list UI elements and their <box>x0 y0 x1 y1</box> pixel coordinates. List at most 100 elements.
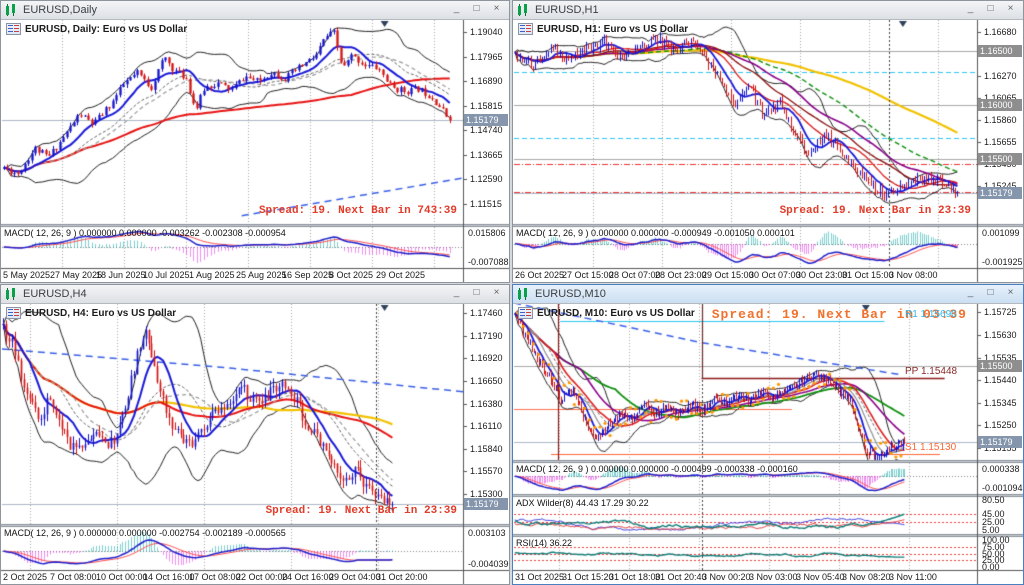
chart-symbol-label: EURUSD, H4: Euro vs US Dollar <box>6 307 176 319</box>
window-buttons: _ □ × <box>962 3 1019 17</box>
indicator-tick-label: 75.00 <box>982 541 1005 552</box>
price-level-box: 1.15500 <box>978 152 1022 165</box>
x-axis-label: 29 Oct 04:00 <box>329 572 381 582</box>
spread-label: Spread: 19. Next Bar in 03:39 <box>711 307 967 322</box>
s1-label: S1 1.15130 <box>905 442 957 454</box>
chart-area[interactable]: EURUSD, H4: Euro vs US Dollar Spread: 19… <box>1 304 509 584</box>
x-axis-label: 22 Oct 00:00 <box>236 572 288 582</box>
indicator-tick-label: 45.00 <box>982 508 1005 519</box>
macd-label: MACD( 12, 26, 9 ) 0.000000 0.000000 -0.0… <box>4 528 286 538</box>
maximize-button[interactable]: □ <box>987 287 994 298</box>
window-buttons: _ □ × <box>448 287 505 301</box>
x-axis-label: 3 Nov 03:00 <box>749 572 798 582</box>
maximize-button[interactable]: □ <box>473 3 480 14</box>
x-axis-label: 31 Oct 15:20 <box>562 572 614 582</box>
x-axis-label: 31 Oct 2025 <box>515 572 565 582</box>
indicator-tick-label: -0.007088 <box>468 257 509 267</box>
price-tick-label: 1.16920 <box>470 353 503 364</box>
chart-symbol-text: EURUSD, H1: Euro vs US Dollar <box>537 23 689 35</box>
current-price-box: 1.15179 <box>978 187 1022 200</box>
indicator-tick-label: -0.001094 <box>982 483 1023 493</box>
x-axis-label: 30 Oct 23:00 <box>796 270 848 280</box>
price-level-box: 1.16000 <box>978 98 1022 111</box>
price-chart-canvas[interactable] <box>1 20 509 282</box>
price-tick-label: 1.15245 <box>984 181 1017 191</box>
price-tick-label: 1.15345 <box>984 397 1017 408</box>
macd-label: MACD( 12, 26, 9 ) 0.000000 0.000000 -0.0… <box>516 464 798 474</box>
current-price-box: 1.15179 <box>464 498 508 511</box>
chart-area[interactable]: EURUSD, Daily: Euro vs US Dollar Spread:… <box>1 20 509 282</box>
chart-area[interactable]: EURUSD, M10: Euro vs US Dollar Spread: 1… <box>513 304 1023 584</box>
x-axis-label: 27 Oct 15:00 <box>562 270 614 280</box>
chart-mini-icon <box>6 23 21 35</box>
x-axis-label: 28 Oct 23:00 <box>655 270 707 280</box>
price-tick-label: 1.16680 <box>984 27 1017 38</box>
chart-window-icon <box>517 4 530 16</box>
price-tick-label: 1.15630 <box>984 330 1017 341</box>
close-button[interactable]: × <box>1007 287 1014 298</box>
x-axis-label: 3 Nov 11:00 <box>889 572 937 582</box>
price-tick-label: 1.14740 <box>470 125 503 136</box>
window-title: EURUSD,H4 <box>23 288 87 300</box>
price-tick-label: 1.15815 <box>470 100 503 111</box>
x-axis-label: 29 Oct 2025 <box>376 270 426 280</box>
close-button[interactable]: × <box>493 3 500 14</box>
x-axis-label: 14 Oct 16:00 <box>143 572 195 582</box>
chart-mini-icon <box>518 23 533 35</box>
price-tick-label: 1.13665 <box>470 149 503 160</box>
chart-symbol-label: EURUSD, H1: Euro vs US Dollar <box>518 23 688 35</box>
chart-mini-icon <box>518 307 533 319</box>
x-axis-label: 16 Sep 2025 <box>282 270 334 280</box>
maximize-button[interactable]: □ <box>987 3 994 14</box>
indicator-tick-label: 0.000338 <box>982 464 1020 474</box>
pp-label: PP 1.15448 <box>905 366 958 378</box>
minimize-button[interactable]: _ <box>967 3 974 14</box>
chart-window-icon <box>5 288 18 300</box>
indicator-tick-label: 0.003103 <box>468 528 506 538</box>
chart-area[interactable]: EURUSD, H1: Euro vs US Dollar Spread: 19… <box>513 20 1023 282</box>
price-chart-canvas[interactable] <box>1 304 509 584</box>
price-tick-label: 1.16890 <box>470 76 503 87</box>
window-title: EURUSD,M10 <box>535 288 606 300</box>
chart-symbol-label: EURUSD, Daily: Euro vs US Dollar <box>6 23 187 35</box>
price-tick-label: 1.15860 <box>984 115 1017 125</box>
indicator-tick-label: 0.001099 <box>982 228 1020 238</box>
x-axis-label: 28 Oct 07:00 <box>609 270 661 280</box>
chart-symbol-text: EURUSD, H4: Euro vs US Dollar <box>25 307 177 319</box>
close-button[interactable]: × <box>1007 3 1014 14</box>
indicator-tick-label: 50.00 <box>982 548 1005 559</box>
price-level-box: 1.16500 <box>978 45 1022 58</box>
x-axis-label: 2 Oct 2025 <box>3 572 48 582</box>
price-tick-label: 1.15570 <box>470 466 503 477</box>
price-tick-label: 1.16065 <box>984 93 1017 103</box>
window-buttons: _ □ × <box>448 3 505 17</box>
minimize-button[interactable]: _ <box>967 287 974 298</box>
chart-window-icon <box>5 4 18 16</box>
price-chart-canvas[interactable] <box>513 304 1023 584</box>
minimize-button[interactable]: _ <box>453 3 460 14</box>
x-axis-label: 24 Oct 16:00 <box>282 572 334 582</box>
x-axis-label: 10 Oct 00:00 <box>96 572 148 582</box>
rsi-label: RSI(14) 36.22 <box>516 538 573 548</box>
window-titlebar[interactable]: EURUSD,H1 _ □ × <box>513 1 1023 20</box>
minimize-button[interactable]: _ <box>453 287 460 298</box>
adx-label: ADX Wilder(8) 44.43 17.29 30.22 <box>516 498 649 508</box>
r1-label: R1 1.15690 <box>905 308 957 320</box>
x-axis-label: 17 Oct 08:00 <box>189 572 241 582</box>
window-titlebar[interactable]: EURUSD,Daily _ □ × <box>1 1 509 20</box>
price-chart-canvas[interactable] <box>513 20 1023 282</box>
x-axis-label: 3 Nov 00:20 <box>702 572 751 582</box>
maximize-button[interactable]: □ <box>473 287 480 298</box>
window-titlebar[interactable]: EURUSD,H4 _ □ × <box>1 285 509 304</box>
x-axis-label: 31 Oct 20:40 <box>655 572 707 582</box>
window-titlebar[interactable]: EURUSD,M10 _ □ × <box>513 285 1023 304</box>
x-axis-label: 5 May 2025 <box>3 270 51 280</box>
price-tick-label: 1.17190 <box>470 330 503 341</box>
x-axis-label: 25 Aug 2025 <box>236 270 287 280</box>
chart-window-icon <box>517 288 530 300</box>
indicator-tick-label: -0.001925 <box>982 257 1023 267</box>
price-tick-label: 1.16650 <box>470 375 503 386</box>
close-button[interactable]: × <box>493 287 500 298</box>
chart-symbol-label: EURUSD, M10: Euro vs US Dollar <box>518 307 695 319</box>
